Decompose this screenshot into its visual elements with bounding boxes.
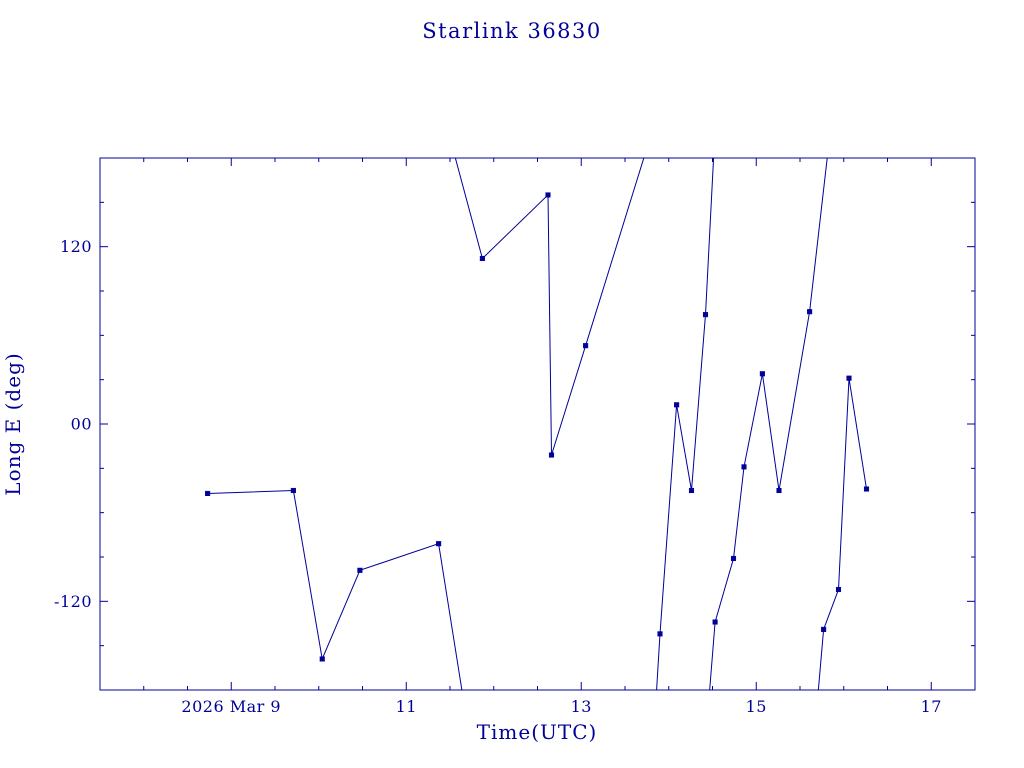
data-point-marker xyxy=(821,626,827,632)
data-point-marker xyxy=(548,452,555,458)
data-point-marker xyxy=(730,555,737,562)
data-point-marker xyxy=(674,402,680,408)
plot-frame xyxy=(99,157,976,691)
data-point-marker xyxy=(479,255,485,262)
data-point-marker xyxy=(290,487,296,494)
series-line xyxy=(656,158,715,690)
x-tick-label: 2026 Mar 9 xyxy=(181,697,281,716)
y-tick-label: -120 xyxy=(54,592,92,611)
series-line xyxy=(207,489,463,690)
series-line xyxy=(709,158,828,690)
x-tick-label: 15 xyxy=(746,697,767,716)
data-point-marker xyxy=(205,490,211,497)
data-point-marker xyxy=(759,371,765,377)
plot-axes xyxy=(99,157,976,691)
series-line xyxy=(817,378,867,690)
data-point-marker xyxy=(436,541,442,547)
data-point-marker xyxy=(657,631,663,637)
data-point-marker xyxy=(741,464,747,470)
data-series xyxy=(205,158,870,690)
data-point-marker xyxy=(319,656,325,662)
x-axis-label: Time(UTC) xyxy=(477,720,598,744)
x-tick-label: 17 xyxy=(921,697,942,716)
data-point-marker xyxy=(807,309,813,315)
chart-title: Starlink 36830 xyxy=(422,19,602,43)
data-point-marker xyxy=(712,619,718,625)
y-tick-labels: 120 00 -120 xyxy=(54,237,92,611)
x-tick-label: 13 xyxy=(571,697,592,716)
data-point-marker xyxy=(583,343,589,349)
x-tick-label: 11 xyxy=(396,697,417,716)
data-point-marker xyxy=(846,375,852,381)
series-line xyxy=(454,158,645,456)
y-tick-label: 00 xyxy=(71,415,92,434)
data-point-marker xyxy=(776,487,782,494)
y-axis-label: Long E (deg) xyxy=(1,352,25,495)
data-point-marker xyxy=(545,192,551,198)
x-tick-labels: 2026 Mar 9 11 13 15 17 xyxy=(181,697,942,716)
data-point-marker xyxy=(688,487,695,494)
data-point-marker xyxy=(357,567,363,573)
y-tick-label: 120 xyxy=(60,237,92,256)
data-point-marker xyxy=(863,486,870,492)
data-point-marker xyxy=(702,312,709,318)
data-point-marker xyxy=(835,586,842,593)
